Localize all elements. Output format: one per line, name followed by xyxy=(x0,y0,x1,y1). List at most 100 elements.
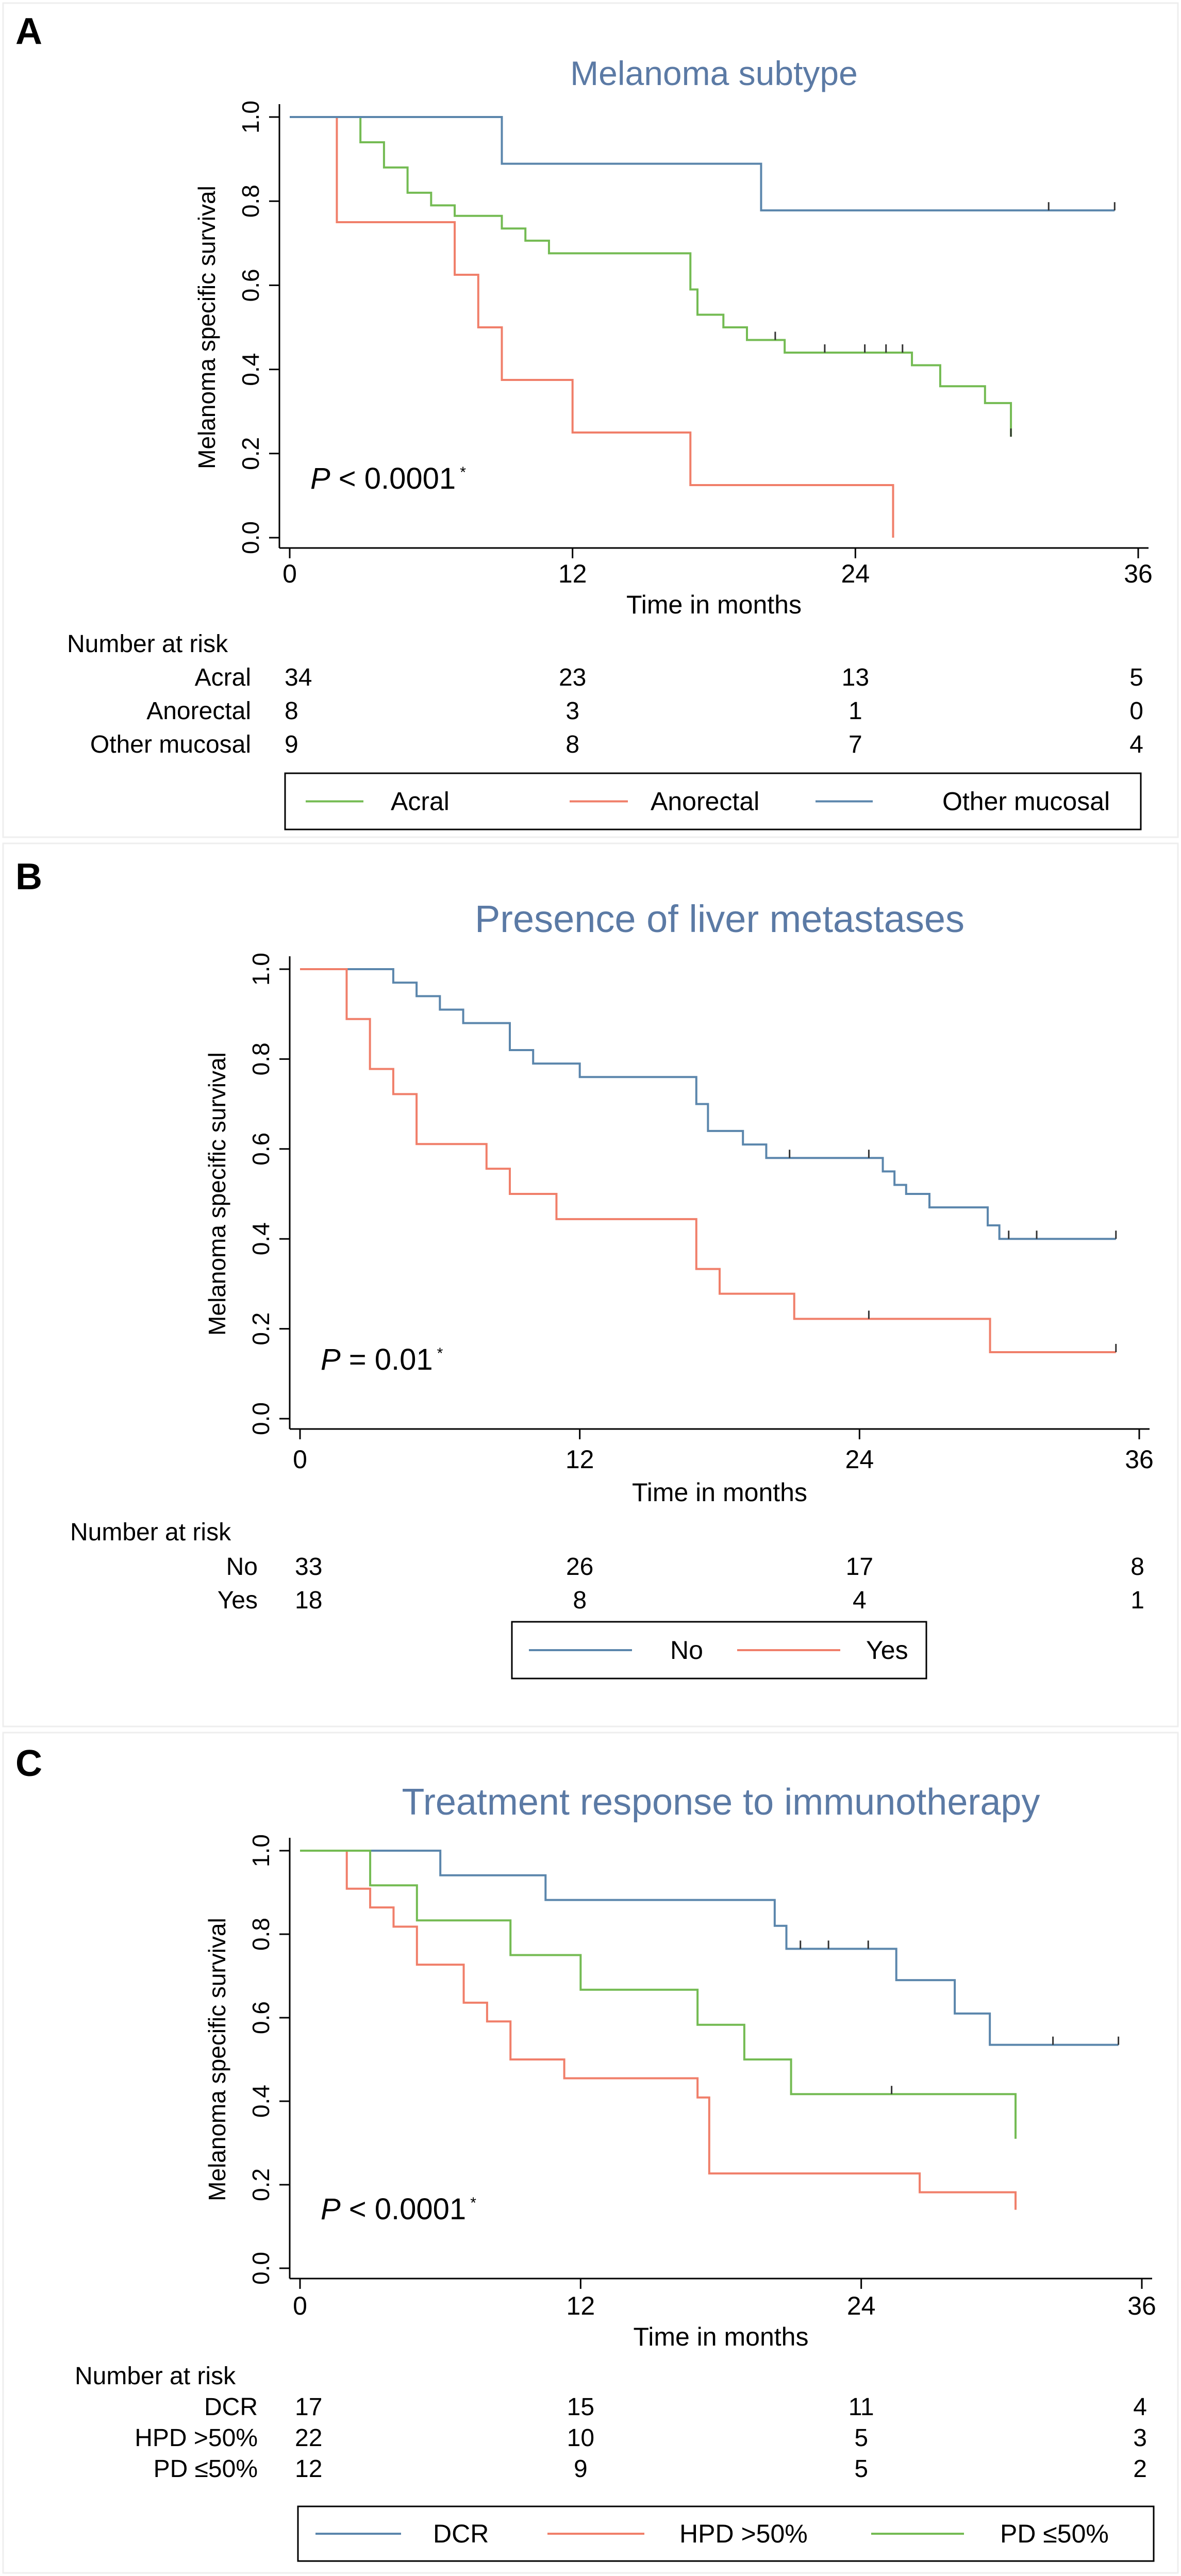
y-axis-label: Melanoma specific survival xyxy=(204,1918,230,2201)
risk-row-label: Anorectal xyxy=(146,697,251,725)
y-tick-label: 1.0 xyxy=(247,1834,274,1867)
p-value-text: < 0.0001 xyxy=(330,462,456,495)
p-value-marker: * xyxy=(460,464,466,481)
y-tick-label: 0.6 xyxy=(247,2001,274,2034)
risk-cell: 2 xyxy=(1133,2455,1147,2483)
risk-cell: 17 xyxy=(846,1553,873,1581)
y-tick-label: 1.0 xyxy=(247,953,274,986)
legend-box xyxy=(284,772,1142,830)
risk-cell: 11 xyxy=(849,2394,874,2421)
legend-label: Anorectal xyxy=(651,787,759,816)
y-axis-label: Melanoma specific survival xyxy=(193,186,220,469)
panel-b: B Presence of liver metastases 0.0 0.2 0.4 0.… xyxy=(2,842,1179,1727)
panel-label: C xyxy=(15,1743,42,1784)
risk-cell: 33 xyxy=(295,1553,322,1581)
chart-title: Treatment response to immunotherapy xyxy=(402,1782,1040,1823)
risk-cell: 15 xyxy=(567,2394,594,2421)
legend-label: PD ≤50% xyxy=(1000,2519,1109,2548)
p-value-marker: * xyxy=(470,2195,476,2212)
risk-row-label: HPD >50% xyxy=(135,2424,258,2452)
risk-cell: 13 xyxy=(842,664,869,691)
risk-cell: 12 xyxy=(295,2455,322,2483)
risk-row-label: Yes xyxy=(218,1587,258,1614)
risk-cell: 22 xyxy=(295,2424,322,2452)
risk-cell: 9 xyxy=(574,2455,588,2483)
risk-cell: 17 xyxy=(295,2394,322,2421)
panel-label: B xyxy=(15,856,42,898)
y-tick-label: 0.4 xyxy=(247,1222,274,1255)
risk-cell: 8 xyxy=(565,731,579,758)
panel-border xyxy=(2,842,1179,1727)
risk-cell: 8 xyxy=(1130,1553,1144,1581)
risk-cell: 10 xyxy=(567,2424,594,2452)
y-tick-label: 0.4 xyxy=(247,2085,274,2118)
x-tick-label: 12 xyxy=(565,1445,594,1474)
survival-curve-other-mucosal xyxy=(290,116,1115,212)
y-tick-label: 0.2 xyxy=(247,1312,274,1345)
x-tick-label: 36 xyxy=(1125,1445,1154,1474)
risk-cell: 0 xyxy=(1129,697,1143,725)
p-value-text: < 0.0001 xyxy=(341,2192,467,2226)
survival-curve-anorectal xyxy=(290,116,894,538)
risk-row-label: No xyxy=(226,1553,258,1581)
risk-cell: 9 xyxy=(285,731,298,758)
risk-row-label: PD ≤50% xyxy=(154,2455,258,2483)
risk-table-header: Number at risk xyxy=(70,1519,231,1546)
y-tick-label: 1.0 xyxy=(237,101,264,134)
x-tick-label: 12 xyxy=(567,2291,595,2320)
y-tick-label: 0.0 xyxy=(247,1402,274,1435)
p-value: P < 0.0001 * xyxy=(321,2192,476,2226)
p-value-symbol: P xyxy=(321,2192,341,2226)
risk-cell: 3 xyxy=(1133,2424,1147,2452)
legend-label: HPD >50% xyxy=(679,2519,808,2548)
survival-curve-pd-50- xyxy=(300,1850,1017,2139)
risk-row-label: Other mucosal xyxy=(90,731,251,758)
p-value-text: = 0.01 xyxy=(341,1343,433,1376)
x-tick-label: 0 xyxy=(282,559,297,588)
survival-curve-acral xyxy=(290,116,1012,437)
survival-curve-hpd-50- xyxy=(300,1850,1017,2210)
risk-cell: 34 xyxy=(285,664,312,691)
chart-title: Melanoma subtype xyxy=(570,54,858,92)
x-axis-label: Time in months xyxy=(626,590,802,619)
legend-box xyxy=(297,2505,1155,2562)
p-value-symbol: P xyxy=(321,1343,341,1376)
p-value: P < 0.0001 * xyxy=(310,462,466,495)
risk-cell: 18 xyxy=(295,1587,322,1614)
y-tick-label: 0.8 xyxy=(237,185,264,218)
legend-label: No xyxy=(670,1636,703,1665)
x-axis-label: Time in months xyxy=(634,2322,809,2351)
x-tick-label: 36 xyxy=(1127,2291,1156,2320)
risk-cell: 4 xyxy=(1133,2394,1147,2421)
y-tick-label: 0.2 xyxy=(247,2168,274,2201)
risk-cell: 1 xyxy=(849,697,862,725)
y-tick-label: 0.8 xyxy=(247,1042,274,1075)
survival-curve-yes xyxy=(300,968,1116,1353)
panel-border xyxy=(2,1732,1179,2574)
risk-cell: 5 xyxy=(854,2455,868,2483)
x-tick-label: 24 xyxy=(847,2291,876,2320)
risk-table-header: Number at risk xyxy=(67,630,228,658)
risk-cell: 5 xyxy=(854,2424,868,2452)
survival-curve-no xyxy=(300,968,1116,1240)
risk-row-label: DCR xyxy=(204,2394,258,2421)
y-tick-label: 0.0 xyxy=(247,2252,274,2285)
risk-cell: 26 xyxy=(566,1553,593,1581)
y-tick-label: 0.8 xyxy=(247,1918,274,1951)
x-tick-label: 12 xyxy=(558,559,587,588)
legend-label: Acral xyxy=(391,787,450,816)
y-axis-label: Melanoma specific survival xyxy=(204,1052,230,1336)
chart-title: Presence of liver metastases xyxy=(475,898,964,940)
risk-cell: 8 xyxy=(285,697,298,725)
y-tick-label: 0.4 xyxy=(237,353,264,386)
legend-label: Other mucosal xyxy=(942,787,1110,816)
risk-cell: 5 xyxy=(1129,664,1143,691)
risk-cell: 1 xyxy=(1130,1587,1144,1614)
y-tick-label: 0.2 xyxy=(237,437,264,470)
panel-a: A Melanoma subtype 0.0 0.2 0.4 0.6 0.8 1.0 0 12 24… xyxy=(2,2,1179,838)
risk-table-header: Number at risk xyxy=(75,2363,236,2390)
risk-cell: 3 xyxy=(565,697,579,725)
risk-cell: 23 xyxy=(559,664,586,691)
legend-label: Yes xyxy=(866,1636,908,1665)
